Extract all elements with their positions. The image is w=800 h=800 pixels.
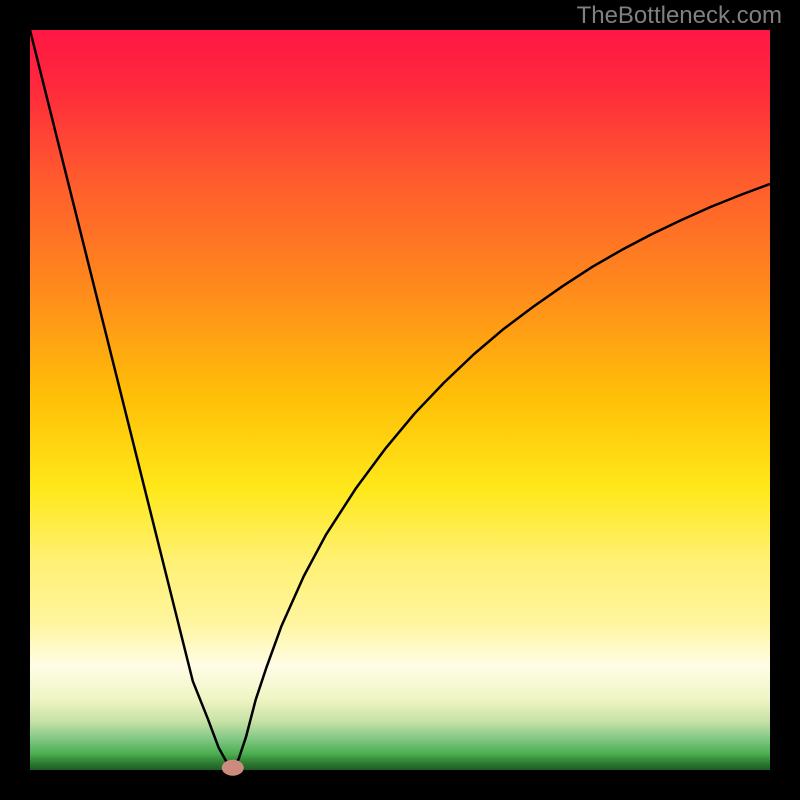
plot-background (30, 30, 770, 770)
chart-svg (0, 0, 800, 800)
optimal-point-marker (222, 760, 244, 776)
bottleneck-chart (0, 0, 800, 800)
watermark-text: TheBottleneck.com (577, 2, 782, 30)
